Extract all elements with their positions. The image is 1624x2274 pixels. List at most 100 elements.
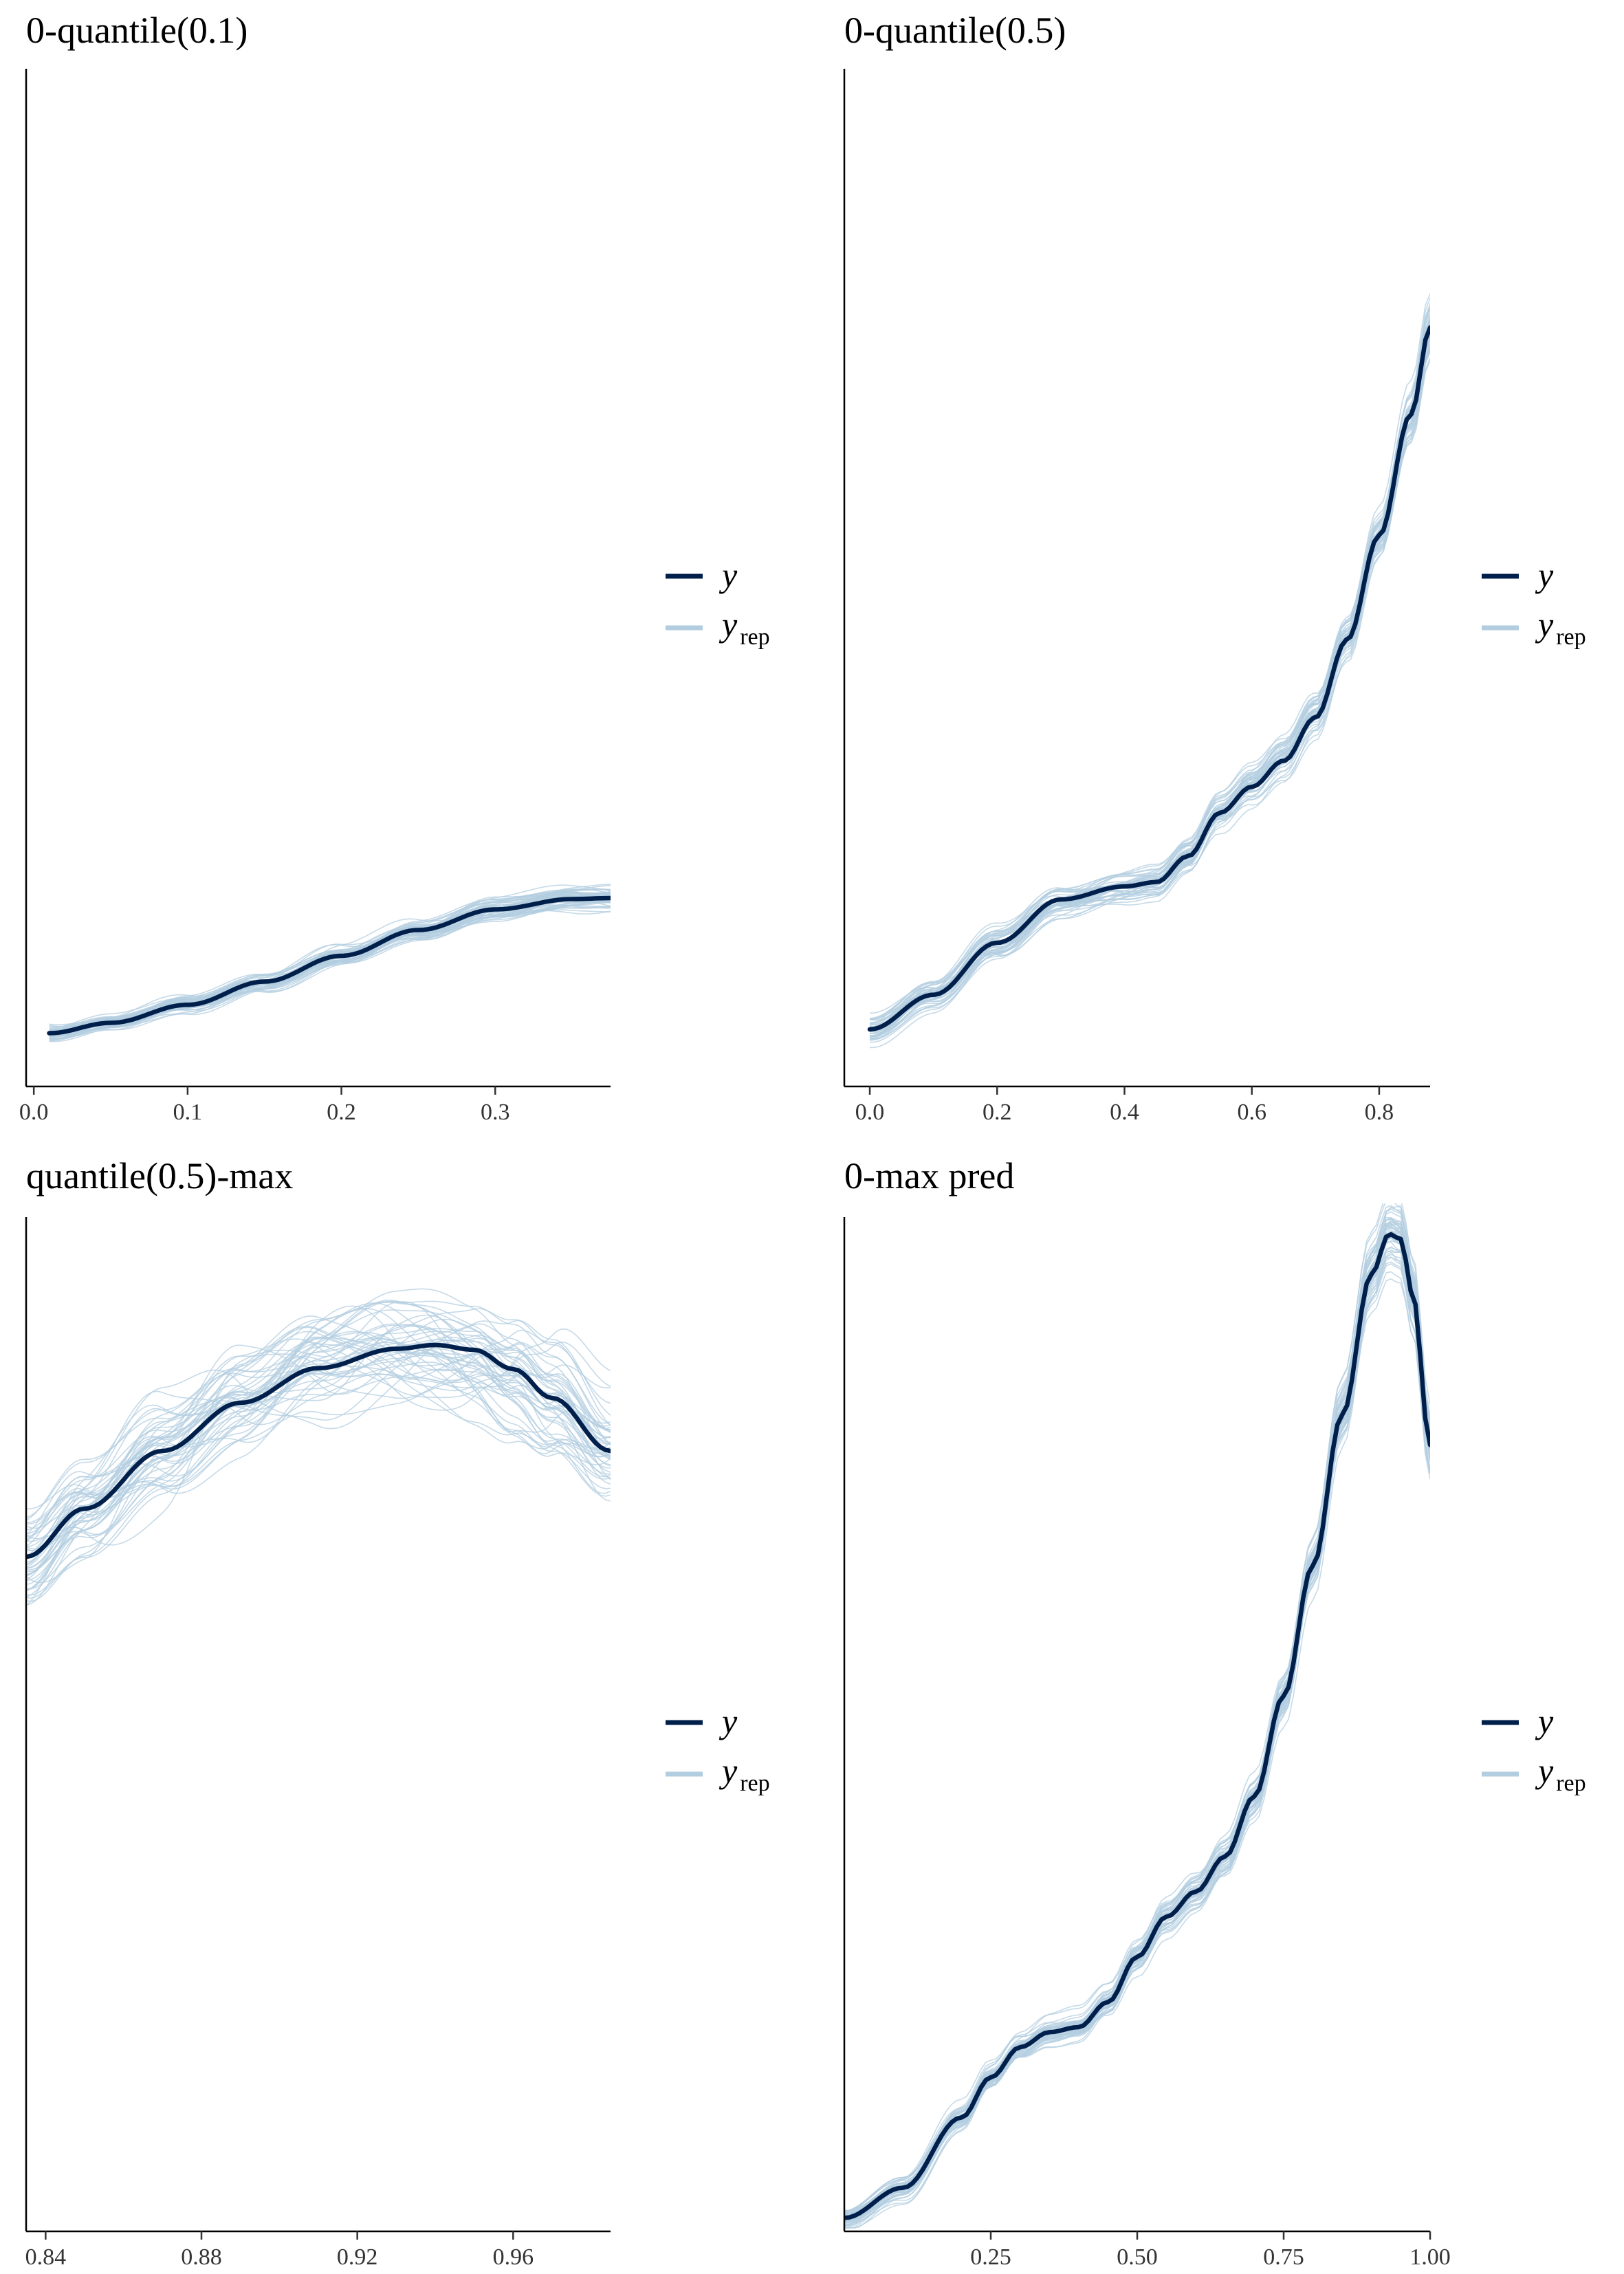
replicate-density-line [844, 1236, 1430, 2214]
panel-quantile-0.5-max: quantile(0.5)-max 0.84 0.88 0.92 0.96 y y re… [25, 1155, 770, 2270]
replicate-density-line [869, 332, 1430, 1035]
replicate-density-line [844, 1223, 1430, 2211]
replicate-density-line [26, 1331, 611, 1521]
replicate-density-line [26, 1332, 611, 1560]
replicate-density-line [844, 1221, 1430, 2213]
replicate-density-line [26, 1328, 611, 1606]
replicate-density-line [844, 1208, 1430, 2222]
replicate-density-line [869, 349, 1430, 1026]
replicate-density-line [844, 1203, 1430, 2229]
legend-replicated-label: y rep [718, 1751, 770, 1796]
observed-density-line [867, 325, 1430, 1032]
x-tick-label: 0.8 [1365, 1100, 1394, 1125]
replicate-density-line [26, 1323, 611, 1540]
replicate-density-line [49, 906, 611, 1033]
replicate-density-line [844, 1219, 1430, 2216]
replicate-density-line [26, 1301, 611, 1568]
replicate-density-line [869, 337, 1430, 1029]
replicate-density-line [869, 345, 1430, 1037]
replicate-density-line [869, 351, 1430, 1019]
replicate-density-line [26, 1342, 611, 1550]
x-tick-label: 0.75 [1263, 2244, 1304, 2270]
x-tick-label: 0.88 [181, 2244, 222, 2270]
replicate-density-line [869, 340, 1430, 1038]
replicate-density-line [26, 1305, 611, 1584]
replicate-density-line [26, 1368, 611, 1531]
x-tick-label: 0.3 [481, 1100, 510, 1125]
replicate-density-line [844, 1223, 1430, 2218]
replicate-density-line [26, 1302, 611, 1598]
panel-title: 0-quantile(0.5) [844, 10, 1066, 51]
replicate-density-line [869, 313, 1430, 1043]
replicate-density-line [844, 1235, 1430, 2219]
replicate-density-line [844, 1234, 1430, 2222]
replicate-density-line [844, 1225, 1430, 2219]
replicate-density-line [844, 1221, 1430, 2223]
replicate-density-line [869, 348, 1430, 1021]
x-tick-label: 0.2 [327, 1100, 356, 1125]
replicate-density-line [869, 360, 1430, 1020]
plot-area: 0.25 0.50 0.75 1.00 [843, 1203, 1451, 2270]
legend: y y rep [666, 556, 770, 650]
legend-replicated-label: y rep [1535, 1751, 1586, 1796]
panel-0-quantile-0.5: 0-quantile(0.5) 0.0 0.2 0.4 0.6 0.8 y y rep [843, 10, 1586, 1125]
replicate-density-line [844, 1223, 1430, 2228]
replicate-density-line [844, 1207, 1430, 2220]
x-tick-label: 0.84 [25, 2244, 67, 2270]
x-tick-label: 0.6 [1237, 1100, 1266, 1125]
replicate-density-line [844, 1203, 1430, 2229]
observed-density-line [26, 1342, 611, 1560]
replicate-density-line [26, 1356, 611, 1591]
replicate-density-line [869, 326, 1430, 1031]
replicate-density-line [869, 336, 1430, 1031]
replicate-density-line [869, 358, 1430, 1020]
legend-observed-label: y [1535, 1702, 1554, 1740]
plot-area: 0.84 0.88 0.92 0.96 [25, 1217, 611, 2270]
replicate-density-line [869, 321, 1430, 1038]
replicate-density-line [869, 339, 1430, 1038]
replicate-density-line [869, 318, 1430, 1040]
replicate-density-line [26, 1329, 611, 1606]
x-tick-label: 0.4 [1110, 1100, 1139, 1125]
replicate-density-line [26, 1328, 611, 1582]
replicate-density-line [869, 330, 1430, 1040]
replicate-density-line [869, 335, 1430, 1032]
replicate-density-line [869, 298, 1430, 1028]
replicate-density-line [26, 1308, 611, 1566]
x-tick-label: 0.92 [337, 2244, 378, 2270]
replicate-density-line [844, 1216, 1430, 2220]
panel-title: quantile(0.5)-max [26, 1155, 293, 1196]
replicate-density-line [26, 1323, 611, 1565]
replicate-density-line [870, 334, 1430, 1036]
x-tick-label: 0.1 [173, 1100, 203, 1125]
replicate-density-line [26, 1373, 611, 1547]
replicate-density-line [870, 317, 1430, 1034]
replicate-density-line [869, 326, 1430, 1028]
replicate-density-line [49, 895, 611, 1042]
replicate-density-line [844, 1232, 1430, 2219]
legend: y y rep [1482, 1702, 1586, 1796]
legend: y y rep [1482, 556, 1586, 650]
x-tick-label: 0.50 [1117, 2244, 1158, 2270]
panel-0-max-pred: 0-max pred 0.25 0.50 0.75 1.00 y y rep [843, 1155, 1586, 2270]
legend-observed-label: y [718, 556, 738, 594]
replicate-density-line [869, 343, 1430, 1027]
x-tick-label: 0.0 [855, 1100, 885, 1125]
replicate-density-line [26, 1302, 611, 1525]
legend-observed-label: y [718, 1702, 738, 1740]
replicate-density-line [869, 322, 1430, 1033]
x-tick-label: 1.00 [1409, 2244, 1451, 2270]
replicate-density-line [844, 1205, 1430, 2227]
replicate-density-line [869, 325, 1430, 1025]
panel-title: 0-quantile(0.1) [26, 10, 248, 51]
replicate-density-line [869, 309, 1430, 1031]
panel-title: 0-max pred [844, 1155, 1014, 1196]
plot-area: 0.0 0.2 0.4 0.6 0.8 [843, 69, 1430, 1125]
replicate-density-line [26, 1314, 611, 1551]
x-tick-label: 0.2 [983, 1100, 1012, 1125]
replicate-density-line [26, 1341, 611, 1577]
observed-density-line [844, 1232, 1430, 2220]
replicate-density-line [26, 1348, 611, 1557]
replicate-density-line [869, 329, 1430, 1033]
replicate-density-line [869, 344, 1430, 1037]
